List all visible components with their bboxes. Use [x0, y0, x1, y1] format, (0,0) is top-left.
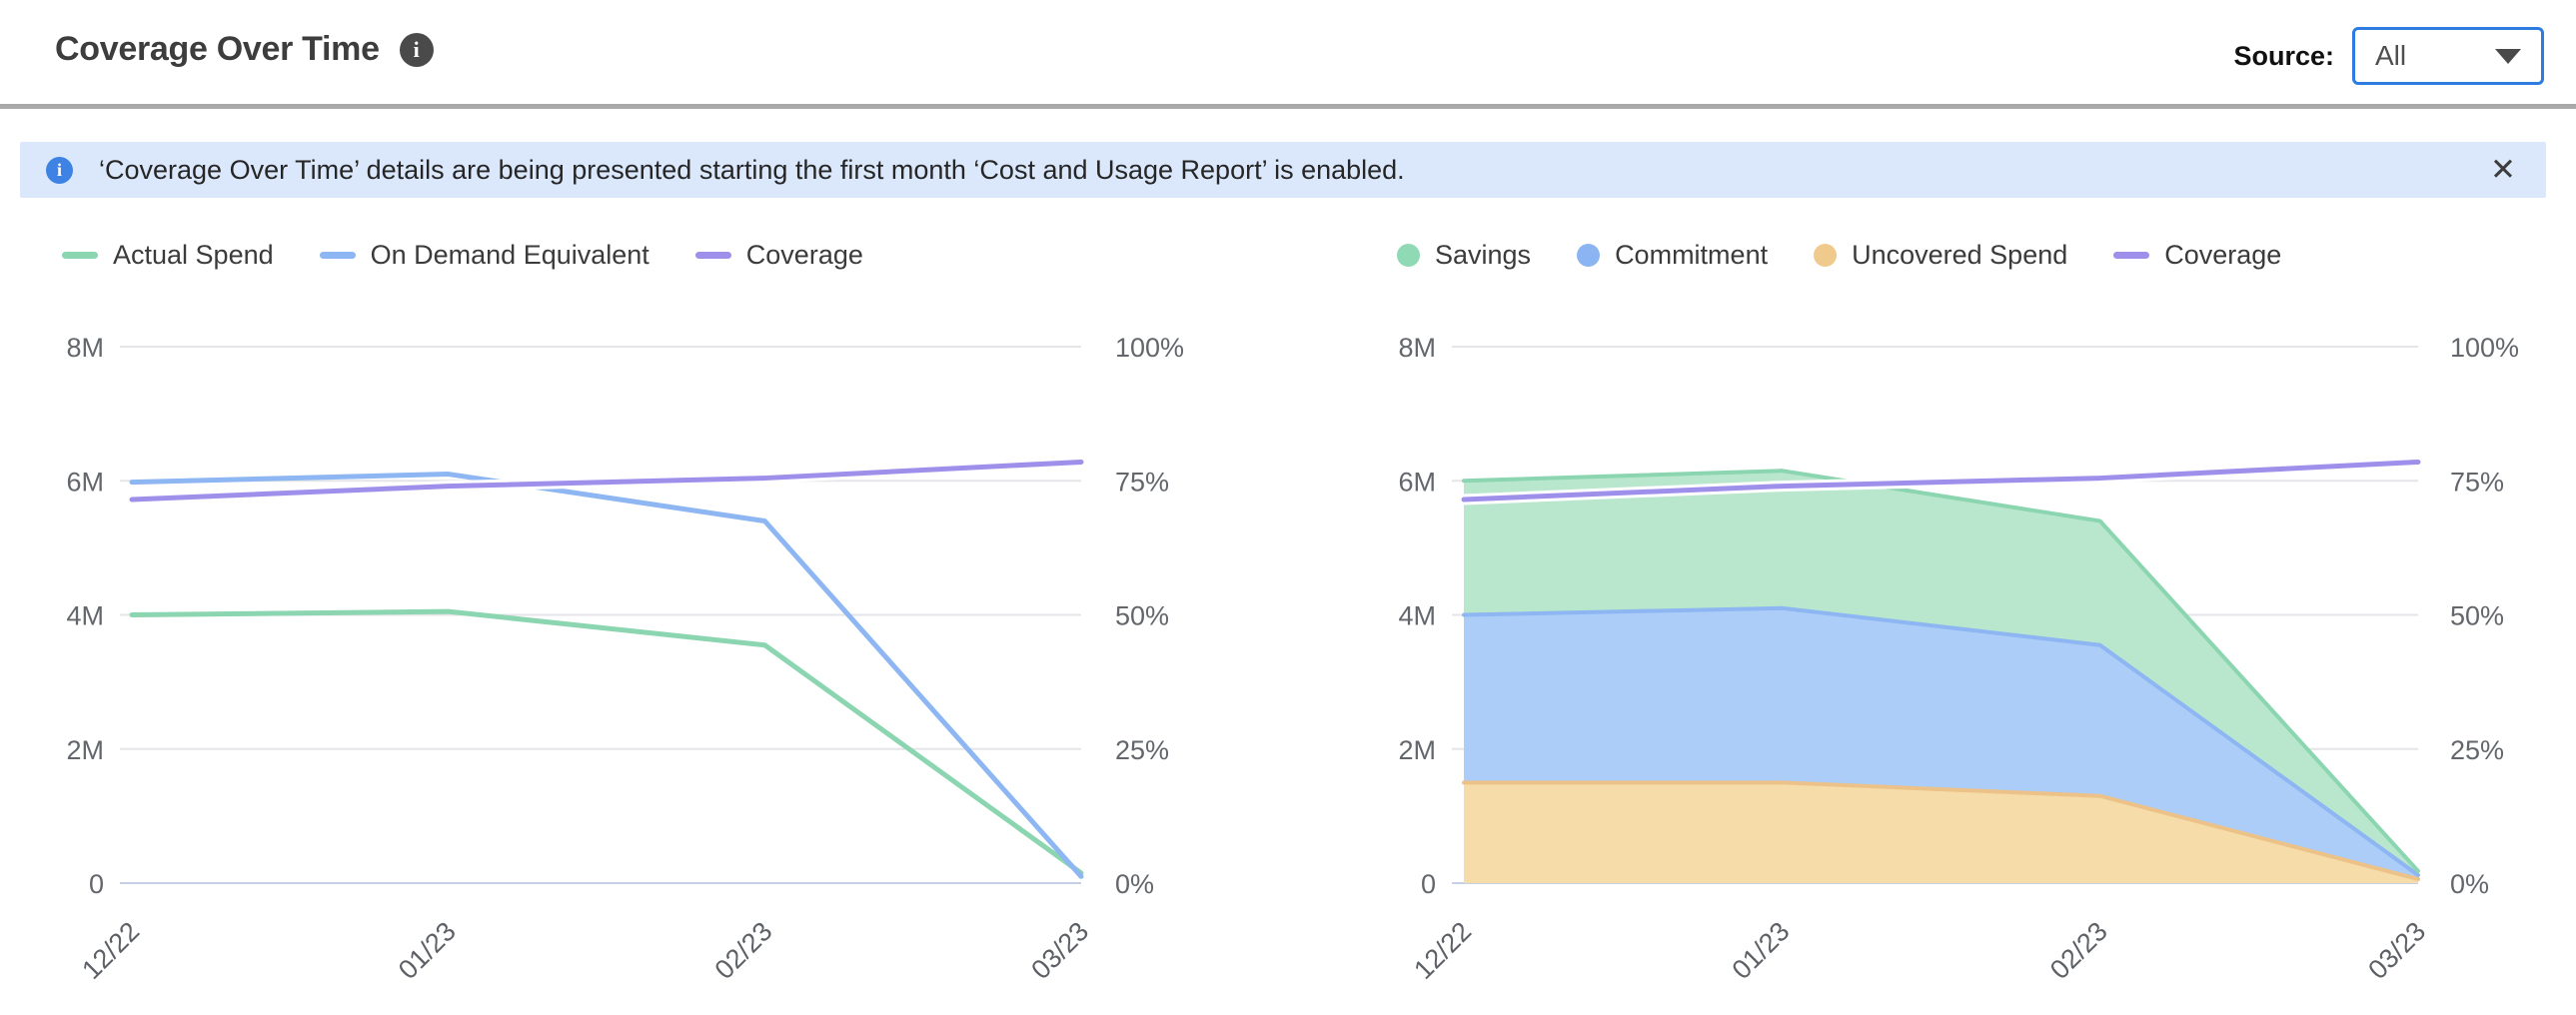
svg-text:6M: 6M: [1398, 467, 1436, 497]
legend-circle-marker: [1814, 244, 1838, 267]
chevron-down-icon: [2495, 48, 2521, 64]
svg-text:02/23: 02/23: [2044, 916, 2113, 985]
svg-text:4M: 4M: [1398, 601, 1436, 631]
svg-text:8M: 8M: [1398, 333, 1436, 363]
legend-label: Savings: [1435, 240, 1532, 270]
left-chart-legend: Actual Spend On Demand Equivalent Coverage: [62, 240, 863, 271]
page-header: Coverage Over Time i: [55, 30, 434, 69]
legend-item-actual-spend[interactable]: Actual Spend: [62, 240, 274, 271]
svg-text:25%: 25%: [1115, 735, 1169, 765]
legend-item-coverage[interactable]: Coverage: [694, 240, 863, 271]
title-info-icon[interactable]: i: [399, 32, 434, 67]
series-on-demand-equivalent: [129, 472, 1084, 879]
legend-circle-marker: [1397, 244, 1420, 267]
svg-text:2M: 2M: [66, 735, 104, 765]
spend-lines-chart-canvas[interactable]: 8M 6M 4M 2M 0 100% 75% 50% 25% 0% 12/22 01/23 02/23 0…: [0, 330, 1279, 1015]
page-title: Coverage Over Time: [55, 30, 380, 68]
info-banner: i ‘Coverage Over Time’ details are being…: [20, 142, 2546, 198]
svg-text:6M: 6M: [66, 467, 104, 497]
svg-text:01/23: 01/23: [1727, 916, 1796, 985]
y-axis-labels-right: 100% 75% 50% 25% 0%: [2450, 333, 2519, 899]
legend-item-uncovered-spend[interactable]: Uncovered Spend: [1814, 240, 2067, 271]
legend-circle-marker: [1577, 244, 1601, 267]
svg-text:50%: 50%: [2450, 601, 2504, 631]
stacked-areas: [1464, 471, 2418, 883]
coverage-stacked-area-chart-canvas[interactable]: 8M 6M 4M 2M 0 100% 75% 50% 25% 0% 12/22 01/23 02/23 0…: [1289, 330, 2576, 1015]
y-axis-labels-left: 8M 6M 4M 2M 0: [1398, 333, 1436, 899]
svg-text:0%: 0%: [1115, 869, 1154, 899]
banner-text: ‘Coverage Over Time’ details are being p…: [99, 154, 1405, 185]
svg-text:2M: 2M: [1398, 735, 1436, 765]
svg-text:75%: 75%: [2450, 467, 2504, 497]
series-actual-spend: [129, 608, 1084, 876]
y-axis-labels-left: 8M 6M 4M 2M 0: [66, 333, 104, 899]
close-icon: ✕: [2490, 151, 2516, 188]
legend-item-savings[interactable]: Savings: [1397, 240, 1531, 271]
svg-text:25%: 25%: [2450, 735, 2504, 765]
legend-item-on-demand-equivalent[interactable]: On Demand Equivalent: [319, 240, 649, 271]
svg-text:0: 0: [89, 869, 104, 899]
legend-item-coverage[interactable]: Coverage: [2113, 240, 2281, 271]
legend-label: Coverage: [2164, 240, 2282, 270]
svg-text:50%: 50%: [1115, 601, 1169, 631]
legend-dash-marker: [2113, 252, 2150, 259]
svg-text:100%: 100%: [1115, 333, 1184, 363]
legend-label: Commitment: [1615, 240, 1769, 270]
legend-dash-marker: [319, 252, 356, 259]
svg-text:12/22: 12/22: [1408, 916, 1477, 985]
banner-info-icon: i: [46, 156, 73, 184]
source-filter: Source: All: [2233, 24, 2544, 88]
svg-text:4M: 4M: [66, 601, 104, 631]
svg-text:02/23: 02/23: [709, 916, 778, 985]
area-savings: [1464, 471, 2418, 875]
source-label: Source:: [2233, 40, 2334, 71]
legend-label: Uncovered Spend: [1852, 240, 2068, 270]
banner-close-button[interactable]: ✕: [2490, 151, 2516, 188]
right-chart-legend: Savings Commitment Uncovered Spend Coverage: [1397, 240, 2281, 271]
legend-label: On Demand Equivalent: [370, 240, 649, 270]
svg-text:100%: 100%: [2450, 333, 2519, 363]
area-uncovered-spend: [1464, 782, 2418, 883]
series-coverage: [126, 456, 1087, 506]
legend-label: Coverage: [745, 240, 863, 270]
svg-text:0%: 0%: [2450, 869, 2489, 899]
svg-text:8M: 8M: [66, 333, 104, 363]
svg-text:75%: 75%: [1115, 467, 1169, 497]
svg-text:12/22: 12/22: [76, 916, 145, 985]
source-select[interactable]: All: [2352, 27, 2544, 85]
legend-item-commitment[interactable]: Commitment: [1577, 240, 1768, 271]
legend-label: Actual Spend: [113, 240, 274, 270]
header-divider: [0, 104, 2576, 109]
area-commitment: [1464, 607, 2418, 879]
series-coverage: [1458, 456, 2424, 506]
svg-text:03/23: 03/23: [1025, 916, 1094, 985]
x-axis-labels: 12/22 01/23 02/23 03/23: [1408, 916, 2431, 985]
y-axis-labels-right: 100% 75% 50% 25% 0%: [1115, 333, 1184, 899]
x-axis-labels: 12/22 01/23 02/23 03/23: [76, 916, 1094, 985]
svg-text:03/23: 03/23: [2362, 916, 2431, 985]
legend-dash-marker: [62, 252, 98, 259]
svg-text:01/23: 01/23: [393, 916, 462, 985]
svg-text:0: 0: [1421, 869, 1436, 899]
stacked-area-edges: [1462, 469, 2420, 881]
source-select-value: All: [2375, 40, 2407, 71]
legend-dash-marker: [694, 252, 731, 259]
